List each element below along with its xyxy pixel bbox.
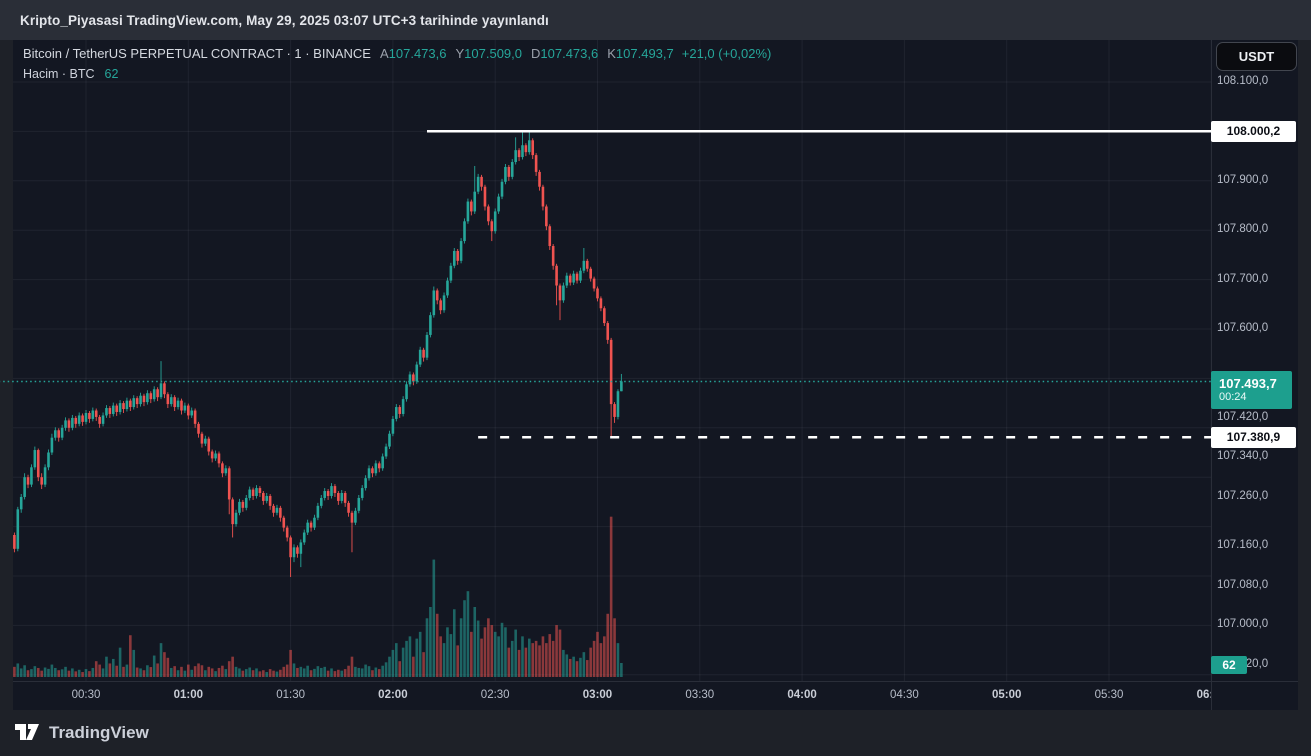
footer: TradingView [0, 710, 1311, 756]
time-axis-label: 03:00 [582, 689, 613, 701]
chart-card[interactable] [13, 40, 1298, 710]
time-axis-label: 04:30 [890, 689, 919, 701]
time-axis-label: 01:30 [276, 689, 305, 701]
price-change: +21,0 (+0,02%) [681, 46, 772, 61]
time-axis-label: 00:30 [71, 689, 101, 701]
time-axis-label: 02:30 [480, 689, 510, 701]
last-price-badge: 107.493,7 00:24 [1211, 370, 1292, 409]
price-axis-label: 107.800,0 [1217, 223, 1269, 236]
price-axis-label: 107.000,0 [1217, 618, 1269, 631]
time-axis-label: 05:00 [991, 689, 1022, 701]
price-axis-label: 107.600,0 [1217, 321, 1269, 334]
publish-banner-text: Kripto_Piyasasi TradingView.com, May 29,… [20, 12, 549, 28]
time-axis-label: 06:00 [1196, 689, 1211, 701]
price-axis-label: 107.700,0 [1217, 272, 1269, 285]
ohlc-value: 107.493,7 [615, 46, 674, 61]
ohlc-key: D [531, 46, 541, 61]
marked-low-price-label: 107.380,9 [1211, 426, 1296, 448]
tradingview-brand-text[interactable]: TradingView [49, 723, 149, 742]
current-volume-badge: 62 [1211, 655, 1247, 674]
time-axis-label: 02:00 [378, 689, 408, 701]
price-axis-label: 107.340,0 [1217, 450, 1269, 463]
publish-banner: Kripto_Piyasasi TradingView.com, May 29,… [0, 0, 1311, 40]
ohlc-values: A107.473,6 Y107.509,0 D107.473,6 K107.493,7 [371, 46, 674, 61]
price-axis-label: 108.100,0 [1217, 74, 1269, 87]
ohlc-value: 107.473,6 [540, 46, 599, 61]
time-axis-label: 01:00 [173, 689, 203, 701]
ohlc-key: K [607, 46, 616, 61]
time-axis[interactable]: 00:30 01:00 01:30 02:00 02:30 03:00 03:30 04:00… [13, 682, 1211, 710]
symbol-title: Bitcoin / TetherUS PERPETUAL CONTRACT · … [23, 46, 371, 61]
ohlc-value: 107.473,6 [388, 46, 447, 61]
time-axis-separator [13, 681, 1298, 682]
price-axis-label: 107.900,0 [1217, 173, 1269, 186]
ohlc-key: A [379, 46, 389, 61]
volume-indicator-value: 62 [104, 67, 119, 81]
price-axis-label: 107.420,0 [1217, 410, 1269, 423]
bar-countdown: 00:24 [1219, 390, 1247, 403]
price-axis-label: 107.260,0 [1217, 489, 1269, 502]
price-axis-label: 107.160,0 [1217, 539, 1269, 552]
volume-indicator-label: Hacim · BTC [23, 67, 95, 81]
tradingview-logo-icon[interactable] [14, 723, 40, 743]
symbol-header[interactable]: Bitcoin / TetherUS PERPETUAL CONTRACT · … [23, 46, 771, 61]
price-axis-label: 107.080,0 [1217, 578, 1269, 591]
currency-toggle-button[interactable]: USDT [1216, 42, 1297, 71]
last-price-value: 107.493,7 [1219, 375, 1277, 391]
marked-high-price-label: 108.000,2 [1211, 120, 1296, 142]
ohlc-key: Y [455, 46, 465, 61]
volume-indicator-row[interactable]: Hacim · BTC 62 [23, 67, 118, 81]
time-axis-label: 03:30 [685, 689, 715, 701]
ohlc-value: 107.509,0 [464, 46, 522, 61]
time-axis-label: 04:00 [787, 689, 817, 701]
time-axis-label: 05:30 [1094, 689, 1124, 701]
